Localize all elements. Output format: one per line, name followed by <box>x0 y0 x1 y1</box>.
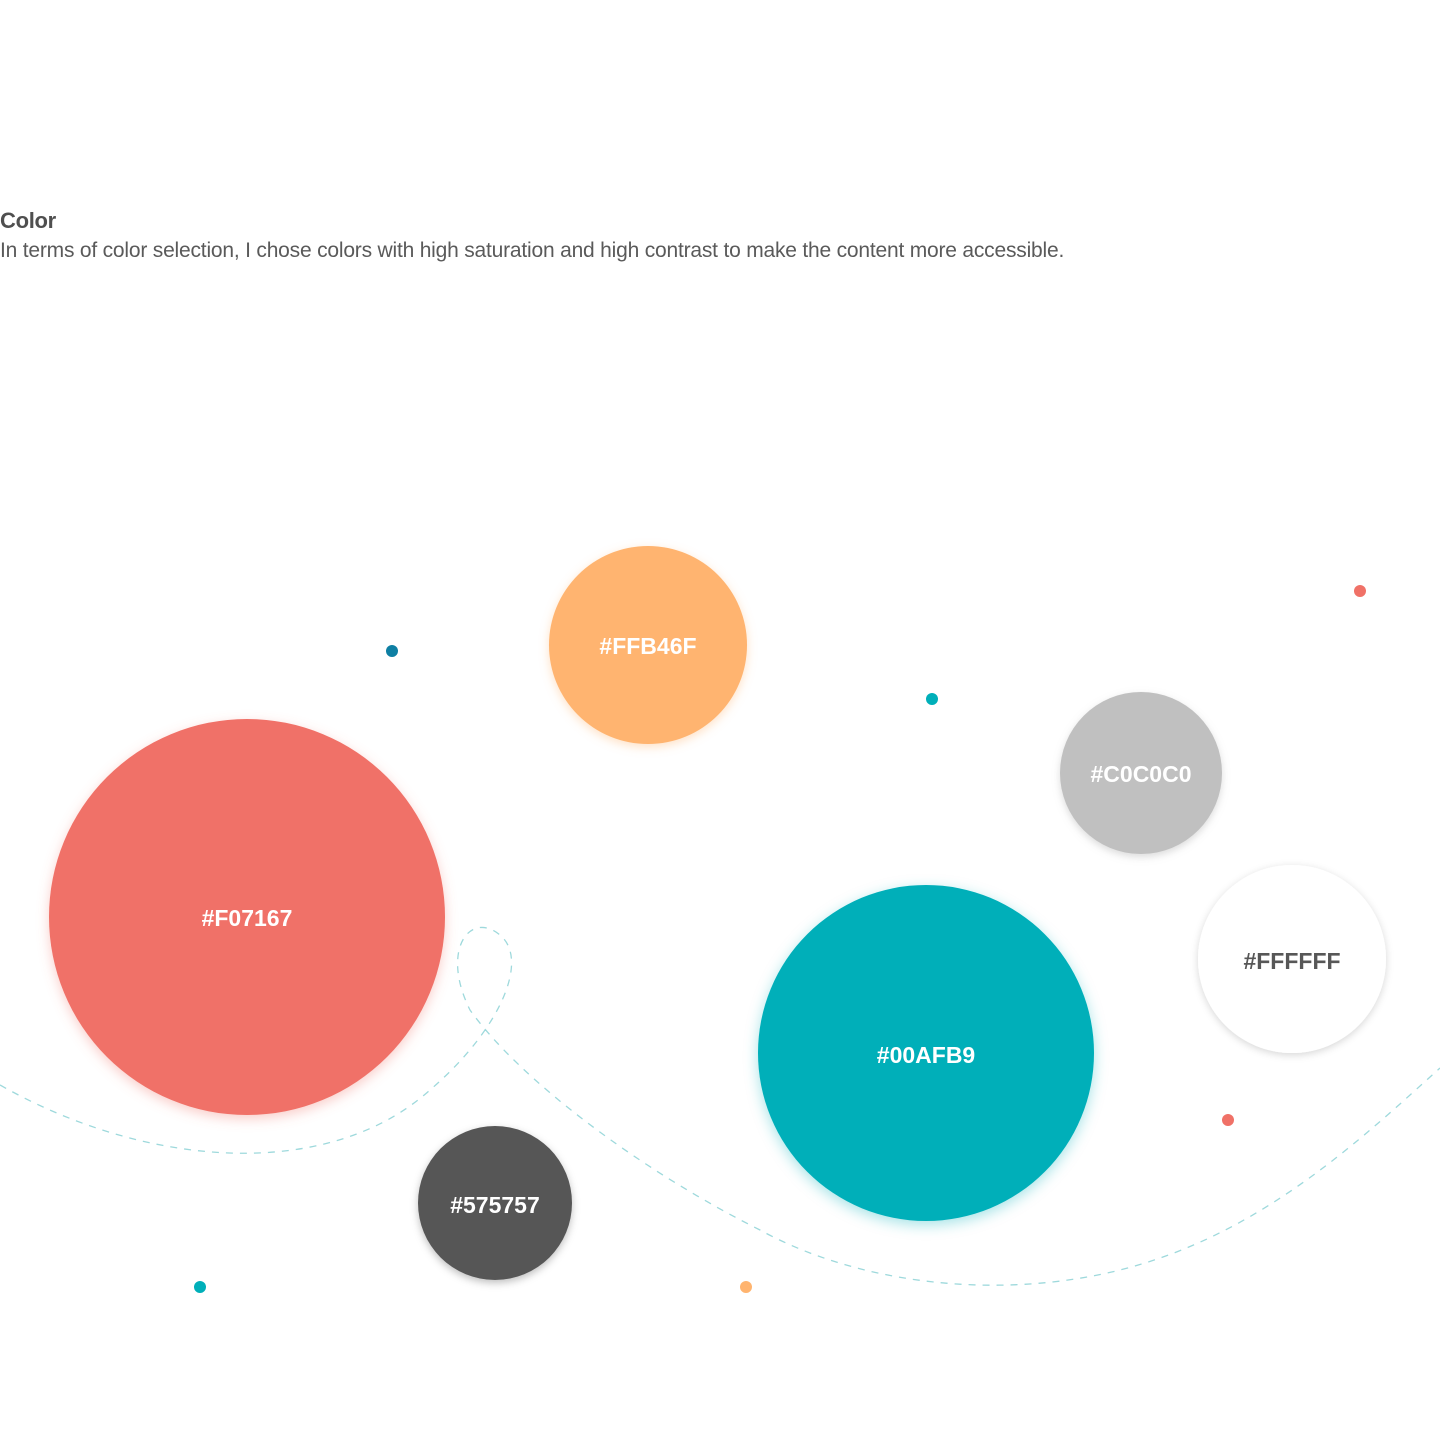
swatch-teal-circle <box>758 885 1094 1221</box>
swatch-orange: #FFB46F <box>549 546 747 744</box>
swatch-white: #FFFFFF <box>1198 865 1386 1053</box>
section-description: In terms of color selection, I chose col… <box>0 239 1065 262</box>
accent-dot <box>1222 1114 1234 1126</box>
swatch-silver: #C0C0C0 <box>1060 692 1222 854</box>
color-section-intro: Color In terms of color selection, I cho… <box>0 206 1064 266</box>
swatch-white-circle <box>1198 865 1386 1053</box>
swatch-teal: #00AFB9 <box>758 885 1094 1221</box>
accent-dot <box>740 1281 752 1293</box>
swatch-coral: #F07167 <box>49 719 445 1115</box>
swatch-orange-circle <box>549 546 747 744</box>
section-title: Color <box>0 208 56 233</box>
swatch-coral-circle <box>49 719 445 1115</box>
swatch-charcoal-label: #575757 <box>450 1192 540 1218</box>
swatch-orange-label: #FFB46F <box>599 633 696 659</box>
swatch-white-label: #FFFFFF <box>1243 948 1340 974</box>
accent-dot <box>926 693 938 705</box>
swatch-charcoal-circle <box>418 1126 572 1280</box>
swatch-silver-label: #C0C0C0 <box>1091 761 1192 787</box>
swatch-charcoal: #575757 <box>418 1126 572 1280</box>
swatch-teal-label: #00AFB9 <box>877 1042 975 1068</box>
swatch-silver-circle <box>1060 692 1222 854</box>
accent-dot <box>1354 585 1366 597</box>
dashed-flow-path <box>0 926 1440 1286</box>
accent-dot <box>386 645 398 657</box>
accent-dot <box>194 1281 206 1293</box>
swatch-coral-label: #F07167 <box>202 905 293 931</box>
